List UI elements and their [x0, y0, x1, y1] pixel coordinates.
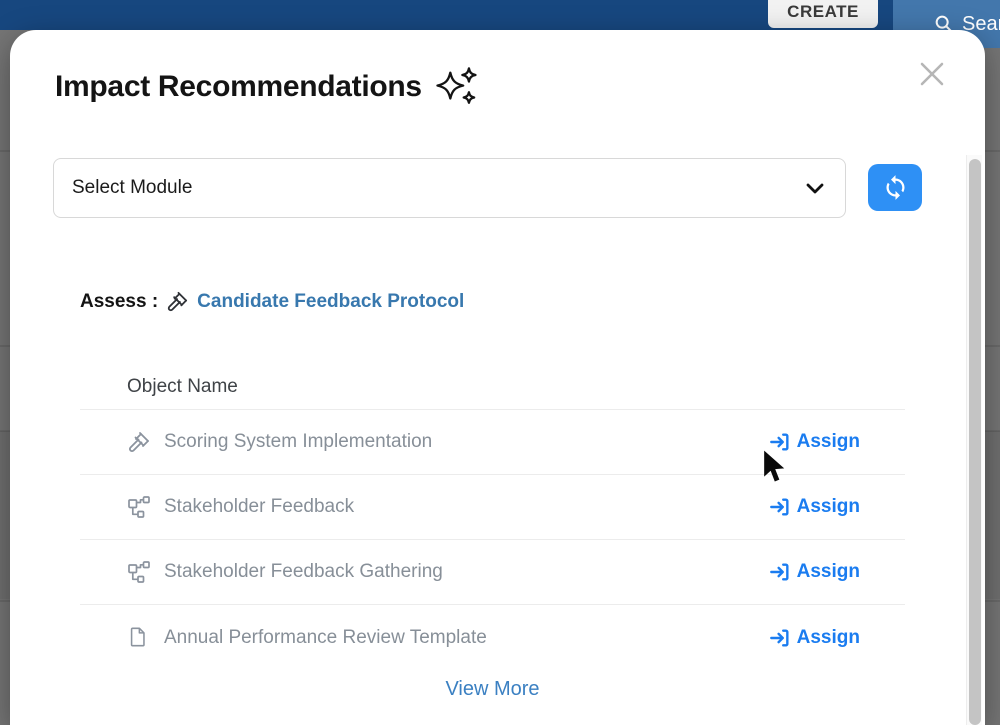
- assign-button[interactable]: Assign: [769, 496, 860, 518]
- sparkles-icon: [434, 66, 480, 108]
- assess-line: Assess : Candidate Feedback Protocol: [80, 290, 464, 313]
- assign-label: Assign: [796, 626, 860, 648]
- create-button-label: CREATE: [787, 2, 859, 21]
- hierarchy-icon: [127, 560, 151, 584]
- assessment-link[interactable]: Candidate Feedback Protocol: [197, 290, 465, 312]
- sign-in-icon: [769, 496, 791, 518]
- search-button-label: Search: [962, 12, 1000, 35]
- gavel-icon: [127, 430, 151, 454]
- mouse-cursor-icon: [762, 449, 788, 487]
- object-name-header: Object Name: [127, 376, 238, 397]
- object-name: Scoring System Implementation: [164, 431, 433, 452]
- close-icon[interactable]: [918, 60, 946, 88]
- refresh-button[interactable]: [868, 164, 922, 211]
- create-button[interactable]: CREATE: [768, 0, 878, 28]
- table-header: Object Name: [80, 365, 905, 410]
- view-more-label: View More: [445, 678, 540, 700]
- assign-label: Assign: [796, 561, 860, 582]
- modal-title: Impact Recommendations: [55, 66, 480, 108]
- scrollbar-thumb[interactable]: [969, 159, 981, 725]
- modal-scrollbar[interactable]: [966, 155, 982, 725]
- table-row: Stakeholder Feedback Gathering Assign: [80, 540, 905, 605]
- gavel-icon: [166, 290, 189, 313]
- recommendations-table: Object Name Scoring System Implementatio…: [80, 365, 905, 670]
- assess-label: Assess :: [80, 290, 159, 312]
- table-row: Stakeholder Feedback Assign: [80, 475, 905, 540]
- hierarchy-icon: [127, 495, 151, 519]
- table-row: Annual Performance Review Template Assig…: [80, 605, 905, 670]
- object-name: Stakeholder Feedback Gathering: [164, 561, 443, 582]
- object-name: Stakeholder Feedback: [164, 496, 355, 517]
- assign-label: Assign: [796, 496, 860, 517]
- module-select[interactable]: Select Module: [53, 158, 846, 218]
- top-navbar: CREATE Search: [0, 0, 1000, 48]
- file-icon: [127, 626, 151, 650]
- object-name: Annual Performance Review Template: [164, 626, 487, 648]
- assign-button[interactable]: Assign: [769, 431, 860, 453]
- refresh-icon: [882, 174, 909, 201]
- assign-label: Assign: [796, 431, 860, 452]
- modal-title-text: Impact Recommendations: [55, 70, 422, 103]
- sign-in-icon: [769, 627, 791, 649]
- sign-in-icon: [769, 561, 791, 583]
- chevron-down-icon: [803, 176, 827, 200]
- table-row: Scoring System Implementation Assign: [80, 410, 905, 475]
- assign-button[interactable]: Assign: [769, 561, 860, 583]
- view-more-link[interactable]: View More: [80, 678, 905, 701]
- module-select-value: Select Module: [72, 177, 193, 198]
- impact-recommendations-modal: Impact Recommendations Select Module: [10, 30, 985, 725]
- sign-in-icon: [769, 431, 791, 453]
- assign-button[interactable]: Assign: [769, 627, 860, 649]
